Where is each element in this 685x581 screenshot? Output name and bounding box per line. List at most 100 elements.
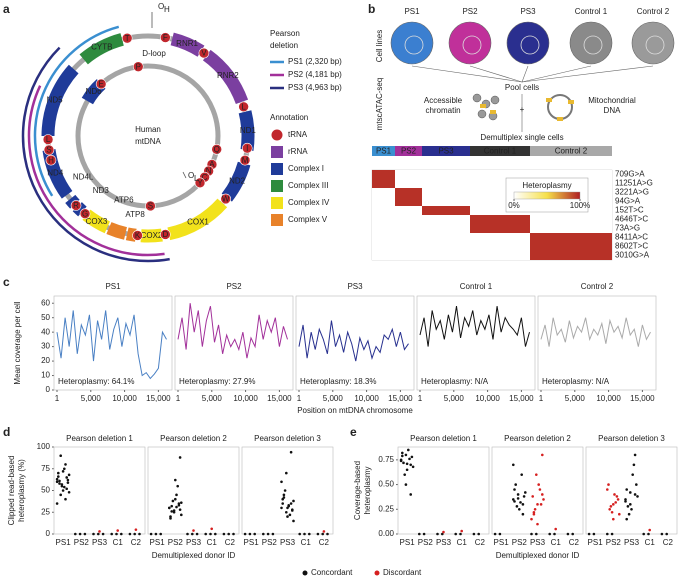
point xyxy=(308,532,311,536)
heatmap-cell xyxy=(372,206,395,215)
point xyxy=(665,532,668,536)
heatmap-cell xyxy=(422,179,470,188)
legend-label: Complex I xyxy=(288,164,324,173)
x-tick-label: 1 xyxy=(418,394,423,403)
coverage-line xyxy=(419,306,530,347)
y-tick-label: 0.75 xyxy=(378,455,394,464)
heatmap-cell xyxy=(372,233,395,242)
heatmap-cell xyxy=(395,233,422,242)
point xyxy=(292,519,295,523)
tn5 xyxy=(557,117,563,121)
point xyxy=(592,532,596,536)
point xyxy=(441,532,444,536)
heatmap-cell xyxy=(470,242,530,251)
point xyxy=(65,476,68,479)
x-tick-label: C2 xyxy=(569,538,580,547)
trna-label: V xyxy=(201,49,207,58)
point xyxy=(322,530,326,533)
point xyxy=(116,529,119,532)
trna-label: Y xyxy=(197,178,203,187)
gene-label: ATP8 xyxy=(125,210,145,219)
x-tick-label: PS3 xyxy=(280,538,296,547)
pool-arrow xyxy=(469,65,523,83)
point xyxy=(128,532,132,536)
trna-label: W xyxy=(222,195,230,204)
point xyxy=(178,508,182,511)
y-axis-label: heteroplasmy xyxy=(363,466,372,514)
point xyxy=(625,488,628,491)
point xyxy=(83,532,87,536)
legend-swatch xyxy=(302,570,308,576)
trna-marker xyxy=(220,193,232,205)
coverage-line xyxy=(177,303,288,359)
cell-nucleus xyxy=(462,35,482,55)
point xyxy=(67,473,71,477)
point xyxy=(288,513,292,517)
heat-legend-tick: 0% xyxy=(508,201,520,210)
donor-label: PS2 xyxy=(401,147,417,156)
center-label: mtDNA xyxy=(135,137,161,146)
pool-arrow xyxy=(521,65,529,83)
x-tick-label: PS3 xyxy=(624,538,640,547)
trna-label: P xyxy=(136,62,141,71)
heatmap-cell xyxy=(372,215,395,224)
point xyxy=(58,479,61,483)
trna-marker xyxy=(239,154,251,166)
point xyxy=(532,510,536,514)
point xyxy=(298,532,302,536)
heatmap-cell xyxy=(372,224,395,233)
legend-label: Concordant xyxy=(311,568,353,577)
trna-marker xyxy=(160,229,171,240)
point xyxy=(59,493,62,497)
point xyxy=(326,532,329,536)
point xyxy=(460,529,464,533)
pool-arrow xyxy=(521,65,654,83)
point xyxy=(418,532,421,536)
x-tick-label: PS3 xyxy=(530,538,546,547)
heatmap-cell xyxy=(372,188,395,197)
x-tick-label: 10,000 xyxy=(475,394,500,403)
point xyxy=(61,470,65,473)
y-tick-label: 0.25 xyxy=(378,504,394,513)
gene-label: RNR2 xyxy=(217,71,239,80)
point xyxy=(405,468,409,472)
point xyxy=(283,489,287,492)
y-axis-label: heteroplasmy (%) xyxy=(17,459,26,522)
point xyxy=(97,532,100,536)
x-tick-label: 5,000 xyxy=(565,394,586,403)
point xyxy=(633,453,637,457)
heatmap-cell xyxy=(422,251,470,260)
trna-marker xyxy=(198,47,210,59)
plot-title: Pearson deletion 1 xyxy=(410,434,477,443)
annotation: Heteroplasmy: N/A xyxy=(421,377,489,386)
cell xyxy=(390,21,434,65)
point xyxy=(627,512,631,516)
plot-title: PS3 xyxy=(347,282,363,291)
point xyxy=(553,532,556,536)
heatmap-cell xyxy=(470,215,530,224)
cell-label: Control 1 xyxy=(575,7,608,16)
cell-label: PS1 xyxy=(404,7,420,16)
heatmap-cell xyxy=(395,188,422,197)
legend-label: PS3 (4,963 bp) xyxy=(288,83,342,92)
heatmap-cell xyxy=(470,251,530,260)
point xyxy=(98,530,101,533)
point xyxy=(57,471,60,475)
trna-label: A xyxy=(209,160,215,169)
heatmap-cell xyxy=(470,224,530,233)
point xyxy=(176,484,179,488)
deletion-arc xyxy=(27,85,165,257)
point xyxy=(60,483,64,486)
point xyxy=(291,509,294,512)
heatmap-cell xyxy=(530,170,612,179)
x-tick-label: PS3 xyxy=(186,538,202,547)
point xyxy=(610,532,614,536)
point xyxy=(174,497,177,501)
point xyxy=(647,532,650,536)
heatmap-cell xyxy=(395,170,422,179)
x-tick-label: PS3 xyxy=(436,538,452,547)
gene-label: ND6 xyxy=(86,87,103,96)
legend-swatch xyxy=(271,180,283,192)
point xyxy=(289,502,293,505)
deletion-arc xyxy=(21,46,170,263)
